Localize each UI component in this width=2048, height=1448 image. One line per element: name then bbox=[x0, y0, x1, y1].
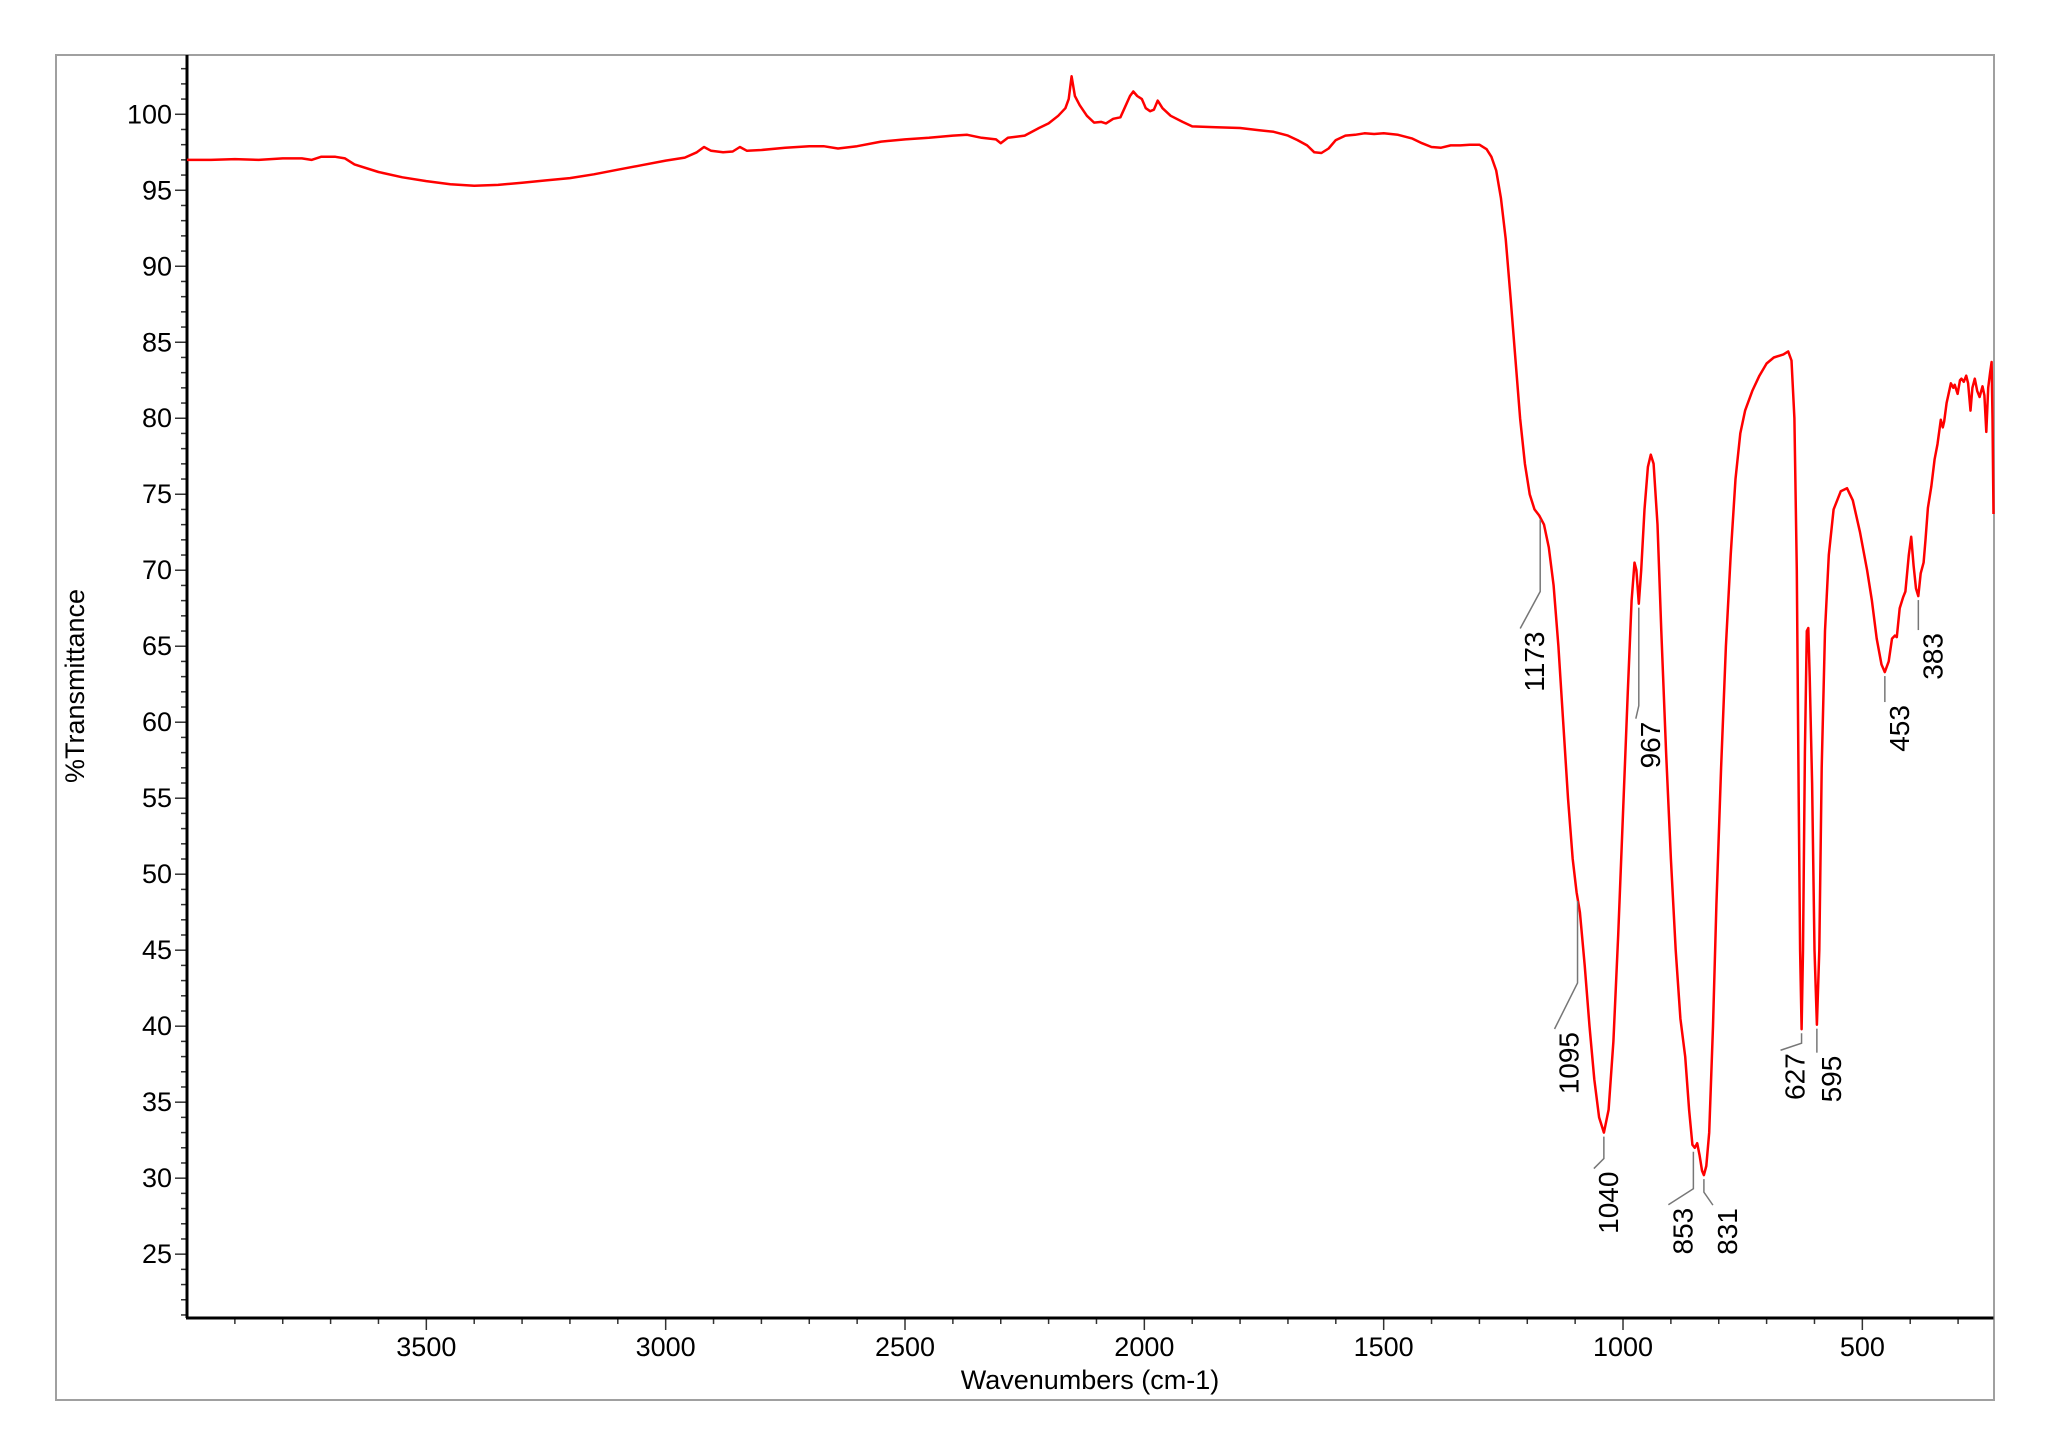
y-tick-label: 65 bbox=[142, 631, 172, 661]
y-tick-label: 70 bbox=[142, 555, 172, 585]
y-tick-label: 25 bbox=[142, 1239, 172, 1269]
peak-leader-line bbox=[1667, 1151, 1695, 1206]
y-tick-label: 40 bbox=[142, 1011, 172, 1041]
peak-label: 831 bbox=[1712, 1208, 1743, 1255]
peak-label: 1095 bbox=[1554, 1032, 1585, 1094]
x-axis-title: Wavenumbers (cm-1) bbox=[961, 1365, 1220, 1395]
x-axis-ticks: 3500 3000 2500 2000 1500 1000 500 bbox=[234, 1318, 1959, 1362]
x-tick-label: 500 bbox=[1840, 1332, 1885, 1362]
peak-leader-line bbox=[1593, 1136, 1605, 1170]
y-tick-label: 55 bbox=[142, 783, 172, 813]
x-tick-label: 1000 bbox=[1593, 1332, 1653, 1362]
y-tick-label: 90 bbox=[142, 251, 172, 281]
x-tick-label: 1500 bbox=[1354, 1332, 1414, 1362]
y-tick-label: 85 bbox=[142, 327, 172, 357]
peak-label: 853 bbox=[1667, 1208, 1698, 1255]
peak-label: 627 bbox=[1780, 1053, 1811, 1100]
y-tick-label: 50 bbox=[142, 859, 172, 889]
peak-label: 1040 bbox=[1593, 1172, 1624, 1234]
y-tick-label: 60 bbox=[142, 707, 172, 737]
peak-leader-line bbox=[1780, 1033, 1803, 1051]
peak-label: 383 bbox=[1917, 633, 1948, 680]
x-tick-label: 2500 bbox=[875, 1332, 935, 1362]
peak-leader-line bbox=[1703, 1179, 1714, 1206]
peak-leader-line bbox=[1553, 901, 1579, 1030]
y-tick-label: 30 bbox=[142, 1163, 172, 1193]
peak-label: 453 bbox=[1884, 705, 1915, 752]
peak-label: 967 bbox=[1635, 722, 1666, 769]
y-axis-title: %Transmittance bbox=[60, 589, 90, 783]
y-tick-label: 100 bbox=[127, 99, 172, 129]
x-tick-label: 3500 bbox=[396, 1332, 456, 1362]
y-tick-label: 45 bbox=[142, 935, 172, 965]
y-tick-label: 95 bbox=[142, 175, 172, 205]
x-tick-label: 2000 bbox=[1114, 1332, 1174, 1362]
y-tick-label: 75 bbox=[142, 479, 172, 509]
peak-leader-line bbox=[1519, 519, 1541, 629]
y-tick-label: 80 bbox=[142, 403, 172, 433]
x-tick-label: 3000 bbox=[636, 1332, 696, 1362]
chart-frame bbox=[55, 54, 1995, 1401]
peak-label: 595 bbox=[1816, 1056, 1847, 1103]
y-axis-ticks: 25 30 35 40 45 50 55 60 65 70 75 80 85 90 95 100 bbox=[127, 67, 187, 1316]
spectrum-line bbox=[187, 75, 1995, 1177]
peak-leader-line bbox=[1635, 607, 1640, 719]
peak-label: 1173 bbox=[1519, 632, 1550, 692]
y-tick-label: 35 bbox=[142, 1087, 172, 1117]
